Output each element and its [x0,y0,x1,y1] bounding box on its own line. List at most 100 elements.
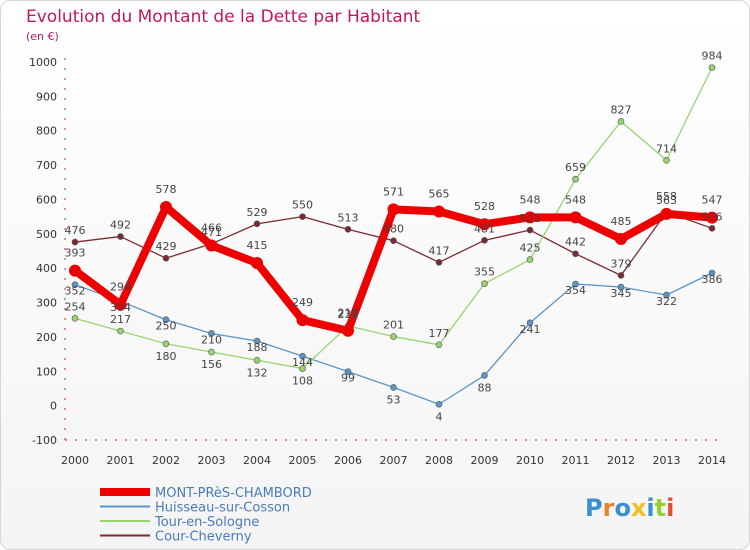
data-point [572,280,579,288]
data-point [663,156,670,164]
data-point [708,64,716,71]
data-label: 548 [565,193,586,206]
y-tick-label: 0 [50,400,57,413]
data-point [526,226,534,234]
data-label: 571 [383,185,404,198]
data-point [481,280,488,287]
x-tick-label: 2010 [516,454,544,467]
y-tick-label: 200 [36,331,57,344]
data-point [615,232,627,245]
x-tick-label: 2013 [653,454,681,467]
legend: MONT-PRèS-CHAMBORDHuisseau-sur-CossonTou… [100,486,312,545]
data-point [296,314,309,327]
data-point [162,316,170,324]
data-point [572,175,579,183]
logo-letter: x [631,494,647,522]
data-point [526,319,534,327]
data-label: 218 [338,307,359,320]
data-labels: 476 492 429 471 529 550 513 480 417 481 511 442 379 5… [65,49,723,423]
x-tick-label: 2000 [61,454,89,467]
data-point [569,211,582,224]
data-label: 528 [474,200,495,213]
data-point [71,281,79,288]
data-label: 217 [110,313,131,326]
y-tick-label: 900 [36,90,57,103]
data-point [117,327,124,335]
data-label: 558 [656,190,677,203]
data-label: 529 [247,206,268,219]
data-label: 516 [702,210,723,223]
data-label: 393 [65,247,86,260]
data-point [572,250,579,258]
data-point [524,211,536,224]
x-tick-label: 2004 [243,454,271,467]
data-point [617,283,625,291]
data-label: 386 [702,273,723,286]
x-tick-label: 2001 [107,454,135,467]
data-label: 345 [611,287,632,300]
legend-label: MONT-PRèS-CHAMBORD [155,486,312,501]
data-point [387,203,400,216]
y-tick-label: 600 [36,193,57,206]
x-tick-label: 2007 [380,454,408,467]
data-label: 550 [292,199,313,212]
data-label: 241 [520,323,541,336]
data-point [617,272,625,279]
data-label: 250 [156,320,177,333]
data-label: 471 [201,226,222,239]
data-point [251,257,263,270]
data-point [481,237,488,244]
data-label: 476 [65,224,86,237]
data-label: 565 [429,187,450,200]
axes: -100 0 100 200 300 400 500 600 700 800 900 1000 2000… [29,56,726,467]
y-tick-label: 1000 [29,56,57,69]
data-point [481,372,488,379]
x-tick-label: 2005 [289,454,317,467]
data-label: 425 [520,242,541,255]
data-point [708,269,716,277]
data-point [663,291,670,299]
logo-letter: t [655,494,666,522]
data-point [708,225,716,232]
logo-text: Proxiti [585,494,674,522]
data-label: 108 [292,375,313,388]
data-point [299,352,306,360]
series-layer [69,64,718,408]
data-point [342,324,354,337]
proxiti-logo: Proxiti [585,494,674,522]
data-point [344,368,352,375]
data-point [390,384,397,391]
data-label: 659 [565,161,586,174]
data-label: 417 [429,244,450,257]
data-label: 379 [611,257,632,270]
data-label: 578 [156,183,177,196]
data-point [433,205,445,218]
x-tick-label: 2002 [152,454,180,467]
x-tick-label: 2014 [698,454,726,467]
data-point [526,256,534,263]
data-point [344,226,352,233]
data-point [390,333,397,340]
x-tick-label: 2011 [562,454,590,467]
data-label: 88 [478,381,492,394]
data-label: 322 [656,295,677,308]
data-label: 415 [247,239,268,252]
x-tick-label: 2012 [607,454,635,467]
data-label: 466 [201,222,222,235]
data-label: 294 [110,281,131,294]
data-label: 210 [201,333,222,346]
data-point [435,259,443,266]
y-tick-label: 300 [36,297,57,310]
data-point [114,298,127,311]
chart-title: Evolution du Montant de la Dette par Hab… [26,7,421,27]
legend-label: Cour-Cheverny [155,530,252,545]
data-point [162,254,170,262]
data-point [162,340,170,348]
data-point [435,341,443,349]
data-point [706,211,718,224]
data-point [208,348,215,356]
data-label: 355 [474,266,495,279]
data-point [435,400,443,408]
data-point [69,264,81,277]
